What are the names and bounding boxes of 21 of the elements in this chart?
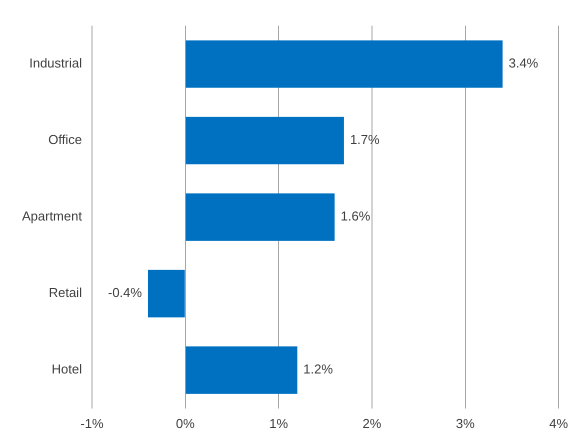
data-label: 3.4% xyxy=(508,56,539,71)
x-tick-label: 1% xyxy=(269,416,288,431)
y-tick-label: Hotel xyxy=(52,362,82,377)
x-tick-label: 0% xyxy=(176,416,196,431)
data-label: 1.7% xyxy=(350,132,380,148)
y-tick-label: Office xyxy=(48,132,82,148)
bar xyxy=(148,270,185,318)
bar xyxy=(186,116,344,164)
y-tick-label: Retail xyxy=(48,285,82,300)
x-tick-label: 4% xyxy=(549,416,568,431)
bar xyxy=(186,193,335,241)
bar xyxy=(186,40,503,88)
data-label: 1.2% xyxy=(303,362,334,377)
x-tick-label: 2% xyxy=(362,416,382,431)
y-tick-label: Apartment xyxy=(22,208,82,224)
x-tick-label: 3% xyxy=(456,416,476,431)
y-tick-label: Industrial xyxy=(29,56,82,71)
data-label: 1.6% xyxy=(340,208,371,224)
x-tick-label: -1% xyxy=(80,416,104,431)
bar xyxy=(186,346,298,394)
data-label: -0.4% xyxy=(108,285,142,300)
